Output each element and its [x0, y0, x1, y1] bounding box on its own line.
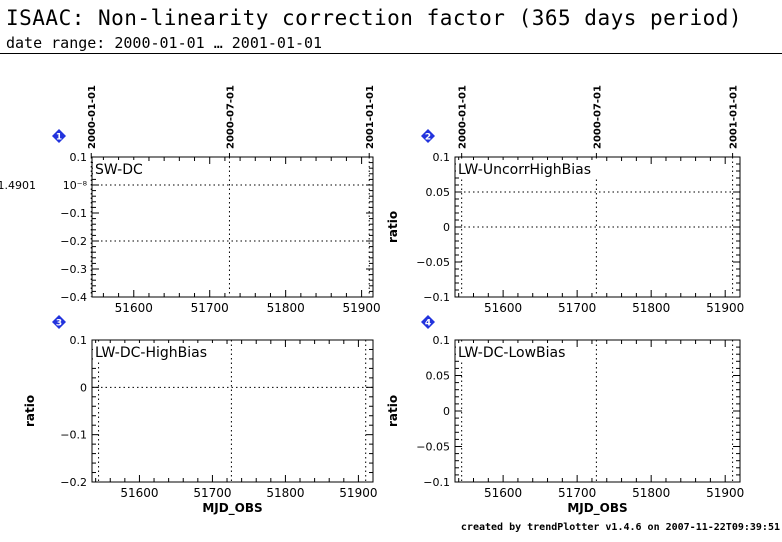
y-tick-label: 0.1 [70, 151, 88, 164]
date-marker-label: 2000-07-01 [225, 85, 236, 149]
y-tick-label: 0.05 [426, 186, 451, 199]
x-tick-label: 51800 [266, 486, 304, 500]
date-range-subtitle: date range: 2000-01-01 … 2001-01-01 [6, 34, 323, 52]
plot-frame [454, 339, 741, 483]
x-tick-label: 51800 [267, 301, 305, 315]
x-tick-label: 51600 [120, 486, 158, 500]
x-tick-label: 51700 [193, 486, 231, 500]
panel-title-bg [456, 343, 572, 360]
panel-badge-icon [52, 315, 66, 329]
y-tick-label: 10⁻⁸ [63, 179, 88, 192]
y-offset-label: 1.4901 [0, 179, 36, 192]
panel-number: 2 [425, 133, 431, 143]
plot-panel-4: 4 51600 51700 51800 51900 0.1 0.05 0 −0.05 −0.1 ra… [386, 315, 744, 516]
plot-frame [91, 339, 374, 483]
x-tick-label: 51600 [484, 486, 522, 500]
x-tick-label: 51700 [191, 301, 229, 315]
panel-badge-icon [421, 129, 435, 143]
y-axis-label: ratio [386, 211, 400, 243]
y-tick-label: 0 [443, 405, 450, 418]
x-tick-label: 51700 [558, 301, 596, 315]
x-axis-label: MJD_OBS [567, 501, 627, 516]
panel-title-bg [93, 343, 217, 360]
x-tick-label: 51900 [343, 301, 381, 315]
y-tick-label: −0.1 [60, 429, 87, 442]
y-tick-label: −0.1 [423, 291, 450, 304]
y-tick-label: −0.2 [60, 476, 87, 489]
panel-number: 1 [56, 133, 62, 143]
date-marker-label: 2000-01-01 [458, 85, 469, 149]
panel-number: 4 [425, 319, 431, 329]
date-marker-label: 2000-07-01 [592, 85, 603, 149]
y-axis-label: ratio [386, 395, 400, 427]
x-tick-label: 51900 [339, 486, 377, 500]
y-tick-label: 0.05 [426, 370, 451, 383]
x-tick-label: 51900 [706, 301, 744, 315]
plot-panel-1: 1 2000-01-01 2000-07-01 2001-01-01 51600 5170… [0, 85, 381, 315]
x-tick-label: 51900 [706, 486, 744, 500]
y-tick-label: 0.1 [70, 334, 88, 347]
page-title: ISAAC: Non-linearity correction factor (… [6, 6, 743, 30]
plot-panel-3: 3 51600 51700 51800 51900 0.1 0 −0.1 −0.2 ratio MJ… [23, 315, 377, 516]
x-tick-label: 51800 [632, 301, 670, 315]
y-tick-label: 0 [443, 221, 450, 234]
footer-credit: created by trendPlotter v1.4.6 on 2007-1… [460, 522, 780, 533]
y-tick-label: −0.05 [416, 256, 450, 269]
panel-badge-icon [52, 129, 66, 143]
date-marker-label: 2001-01-01 [729, 85, 740, 149]
plot-frame [91, 156, 374, 298]
y-tick-label: −0.4 [60, 291, 87, 304]
panel-title: LW-DC-LowBias [458, 345, 565, 361]
y-tick-label: −0.2 [60, 235, 87, 248]
y-tick-label: −0.1 [60, 207, 87, 220]
panel-number: 3 [56, 319, 62, 329]
plot-panel-2: 2 2000-01-01 2000-07-01 2001-01-01 51600 5170… [386, 85, 744, 315]
panel-title-bg [93, 160, 141, 177]
y-tick-label: −0.3 [60, 263, 87, 276]
y-tick-label: 0.1 [433, 334, 451, 347]
panel-title: SW-DC [95, 162, 143, 178]
panel-title-bg [456, 160, 605, 177]
plot-frame [454, 156, 741, 298]
y-tick-label: −0.05 [416, 441, 450, 454]
date-marker-label: 2001-01-01 [365, 85, 376, 149]
date-marker-label: 2000-01-01 [87, 85, 98, 149]
title-divider [0, 53, 782, 54]
x-tick-label: 51700 [558, 486, 596, 500]
panel-title: LW-UncorrHighBias [458, 162, 591, 178]
y-tick-label: −0.1 [423, 476, 450, 489]
y-tick-label: 0.1 [433, 151, 451, 164]
y-tick-label: 0 [80, 381, 87, 394]
x-axis-label: MJD_OBS [202, 501, 262, 516]
x-tick-label: 51600 [484, 301, 522, 315]
panel-badge-icon [421, 315, 435, 329]
y-axis-label: ratio [23, 395, 37, 427]
x-tick-label: 51800 [632, 486, 670, 500]
panel-title: LW-DC-HighBias [95, 345, 207, 361]
x-tick-label: 51600 [115, 301, 153, 315]
